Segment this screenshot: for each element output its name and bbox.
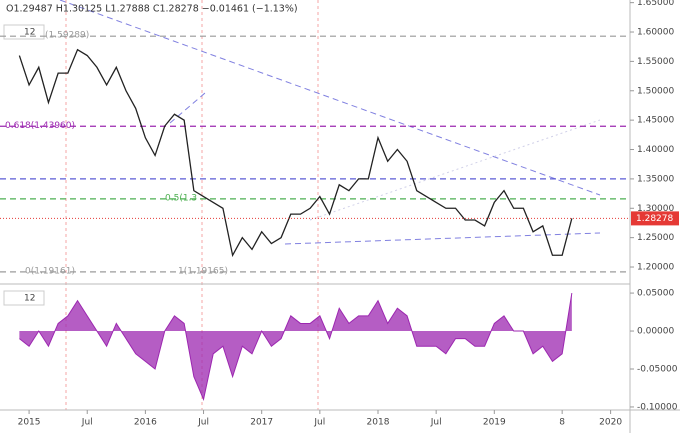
legend-box <box>3 24 45 40</box>
level-label: 1(1.19165) <box>178 266 228 276</box>
x-tick-label: 2020 <box>599 418 622 428</box>
trend-line <box>59 0 601 196</box>
level-label: 0.5(1.3 <box>165 193 197 203</box>
y-tick-label: 1.60000 <box>637 28 674 38</box>
y-tick-label: 1.35000 <box>637 174 674 184</box>
x-tick-label: 2016 <box>134 418 157 428</box>
x-tick-label: 2019 <box>483 418 506 428</box>
price-line <box>18 48 573 258</box>
area-line <box>19 292 573 402</box>
y-tick-label: -0.05000 <box>637 365 678 375</box>
y-tick-label: 1.40000 <box>637 145 674 155</box>
indicator-label: 12 <box>24 294 35 304</box>
y-tick-label: 0.00000 <box>637 327 674 337</box>
x-tick-label: Jul <box>313 418 325 428</box>
trend-line <box>309 119 601 221</box>
level-label: 0(1.19161) <box>25 266 75 276</box>
x-tick-label: Jul <box>430 418 442 428</box>
y-tick-label: 1.30000 <box>637 204 674 214</box>
y-tick-label: 1.55000 <box>637 57 674 67</box>
x-tick-label: 2017 <box>250 418 273 428</box>
y-tick-label: 1.45000 <box>637 116 674 126</box>
y-tick-label: 1.25000 <box>637 233 674 243</box>
x-tick-label: 2015 <box>18 418 41 428</box>
x-tick-label: 2018 <box>367 418 390 428</box>
x-tick-label: Jul <box>197 418 209 428</box>
y-tick-label: 1.65000 <box>637 0 674 8</box>
x-tick-label: Jul <box>81 418 93 428</box>
trend-line <box>169 92 206 124</box>
y-tick-label: -0.10000 <box>637 402 678 412</box>
trend-line <box>284 232 601 245</box>
level-label: 0.618(1.43960) <box>5 121 75 131</box>
last-price-tag <box>631 211 679 226</box>
y-tick-label: 1.20000 <box>637 263 674 273</box>
ohlc-header: O1.29487 H1.30125 L1.27888 C1.28278 −0.0… <box>6 4 298 15</box>
x-tick-label: 8 <box>559 418 565 428</box>
y-tick-label: 1.50000 <box>637 86 674 96</box>
y-tick-label: 0.05000 <box>637 289 674 299</box>
legend-label: 12 <box>24 28 35 38</box>
last-price-label: 1.28278 <box>636 214 673 224</box>
legend-box <box>3 290 45 306</box>
level-label: (1.59289) <box>45 31 89 41</box>
